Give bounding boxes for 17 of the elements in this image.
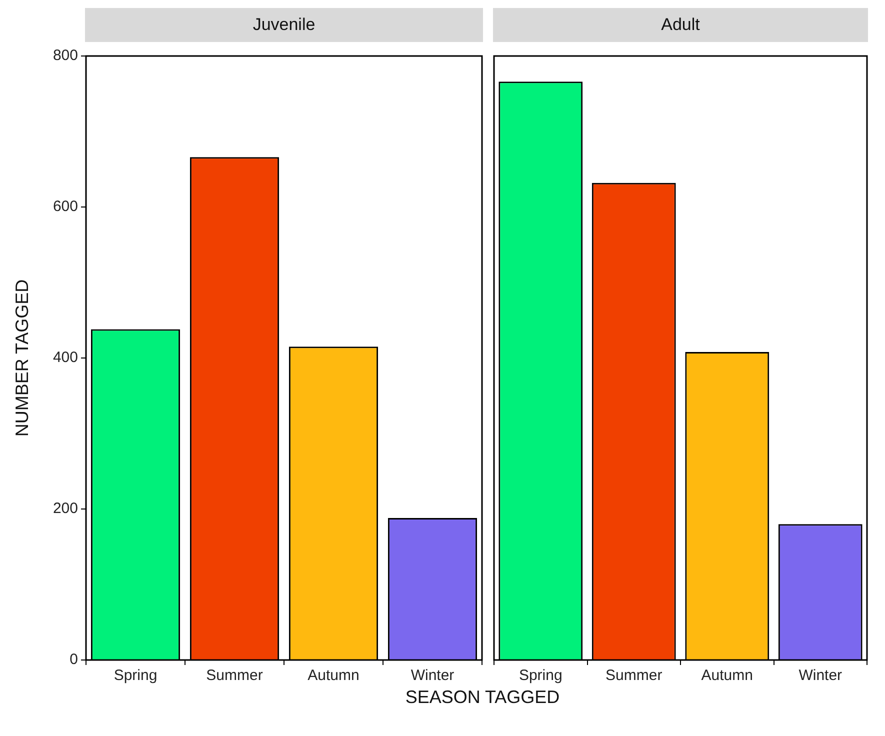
y-tick-label: 600 <box>52 198 78 216</box>
chart-title: Adult <box>493 8 868 42</box>
x-tick-label: Summer <box>206 667 263 684</box>
x-tick-label: Summer <box>606 667 662 684</box>
y-tick-label: 800 <box>52 47 78 64</box>
x-tick-label: Winter <box>798 667 842 684</box>
x-axis-title: SEASON TAGGED <box>404 687 561 708</box>
x-tick-label: Spring <box>518 667 562 684</box>
x-tick-label: Autumn <box>308 667 360 684</box>
x-tick-label: Spring <box>114 667 158 684</box>
y-axis-title: NUMBER TAGGED <box>12 279 32 437</box>
chart-title: Juvenile <box>85 8 483 42</box>
y-tick-label: 0 <box>70 651 78 668</box>
y-tick-label: 200 <box>52 500 78 518</box>
x-tick-label: Autumn <box>701 667 753 684</box>
x-tick-label: Winter <box>410 667 454 684</box>
y-tick-label: 400 <box>52 349 78 366</box>
